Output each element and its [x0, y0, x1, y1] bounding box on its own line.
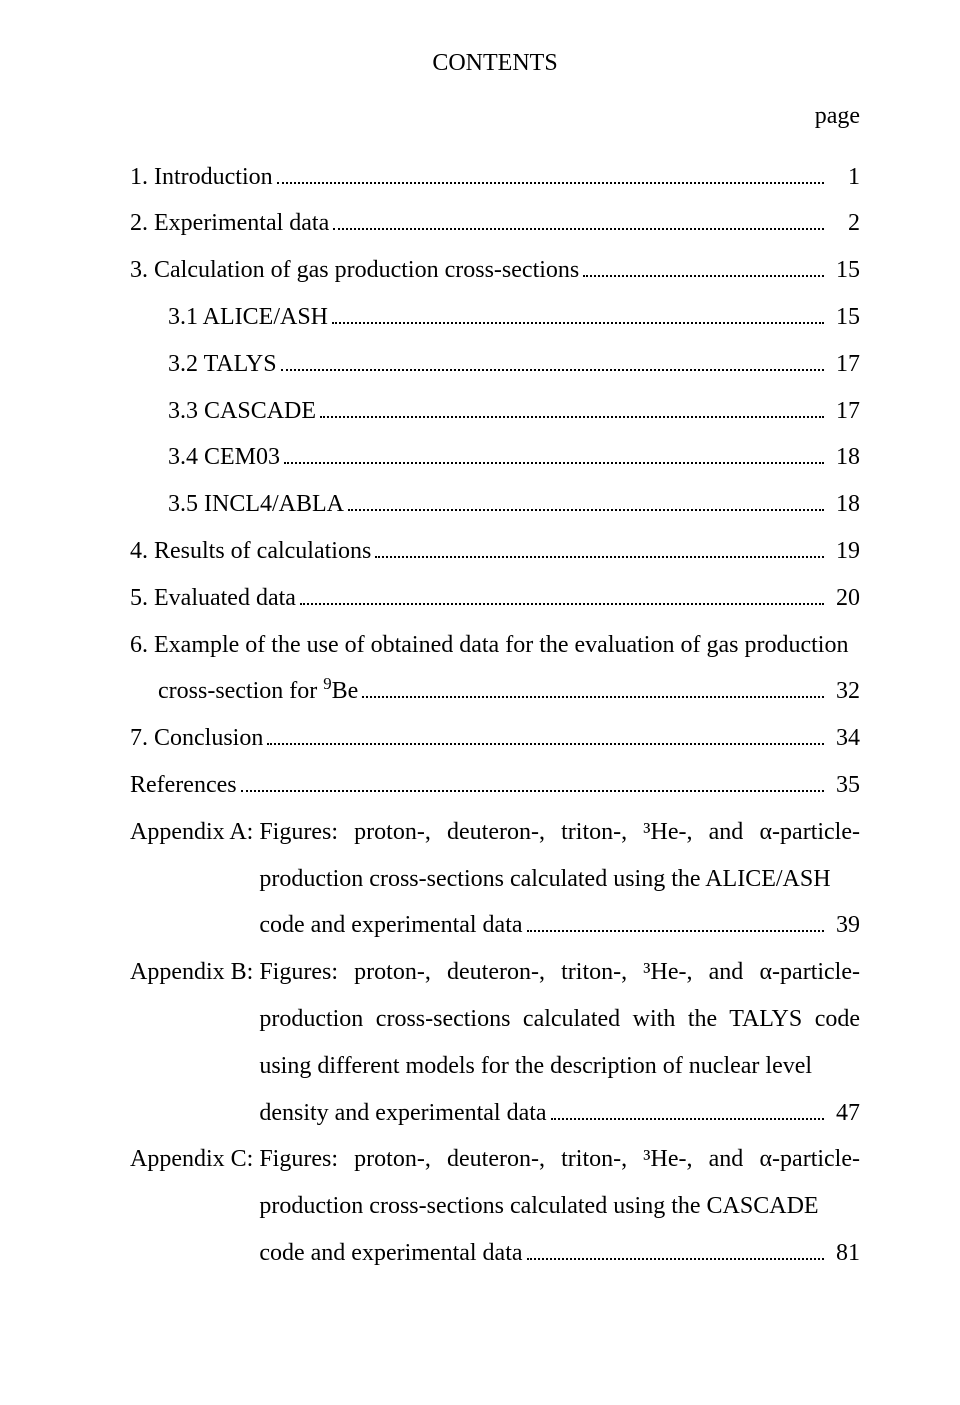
appendix-body-text: Figures: proton-, deuteron-, triton-, ³H…	[259, 959, 860, 1079]
appendix-body-text: Figures: proton-, deuteron-, triton-, ³H…	[259, 819, 860, 892]
toc-entry-appendix-a: Appendix A: Figures: proton-, deuteron-,…	[130, 809, 860, 949]
toc-entry-experimental-data: 2. Experimental data 2	[130, 200, 860, 247]
appendix-last-line: code and experimental data	[259, 902, 522, 949]
toc-page-number: 17	[828, 341, 860, 388]
toc-entry-evaluated-data: 5. Evaluated data 20	[130, 575, 860, 622]
toc-label: References	[130, 762, 237, 809]
toc-entry-talys: 3.2 TALYS 17	[130, 341, 860, 388]
toc-entry-references: References 35	[130, 762, 860, 809]
leader-dots	[332, 300, 824, 324]
toc-page-number: 17	[828, 388, 860, 435]
toc-label: 3.2 TALYS	[168, 341, 277, 388]
toc-page-number: 19	[828, 528, 860, 575]
toc-label: 3.1 ALICE/ASH	[168, 294, 328, 341]
leader-dots	[320, 394, 824, 418]
toc-page-number: 47	[828, 1090, 860, 1137]
leader-dots	[284, 441, 824, 465]
toc-page-number: 18	[828, 434, 860, 481]
toc-entry-cascade: 3.3 CASCADE 17	[130, 388, 860, 435]
toc-page-number: 2	[828, 200, 860, 247]
appendix-prefix: Appendix B:	[130, 949, 259, 996]
leader-dots	[281, 347, 824, 371]
leader-dots	[375, 534, 824, 558]
appendix-body-text: Figures: proton-, deuteron-, triton-, ³H…	[259, 1146, 860, 1219]
leader-dots	[362, 675, 824, 699]
page-title: CONTENTS	[130, 40, 860, 87]
toc-label-line2: cross-section for 9Be	[158, 668, 358, 715]
toc-entry-conclusion: 7. Conclusion 34	[130, 715, 860, 762]
toc-label: 2. Experimental data	[130, 200, 329, 247]
toc-label: 3.4 CEM03	[168, 434, 280, 481]
toc-label: 3.5 INCL4/ABLA	[168, 481, 344, 528]
appendix-last-line: density and experimental data	[259, 1090, 546, 1137]
leader-dots	[267, 722, 824, 746]
toc-entry-results: 4. Results of calculations 19	[130, 528, 860, 575]
toc-label: 3.3 CASCADE	[168, 388, 316, 435]
toc-page-number: 1	[828, 154, 860, 201]
toc-entry-alice-ash: 3.1 ALICE/ASH 15	[130, 294, 860, 341]
toc-page-number: 15	[828, 247, 860, 294]
contents-page: CONTENTS page 1. Introduction 1 2. Exper…	[0, 0, 960, 1405]
leader-dots	[333, 207, 824, 231]
leader-dots	[300, 581, 824, 605]
toc-page-number: 15	[828, 294, 860, 341]
leader-dots	[527, 1236, 824, 1260]
page-column-label: page	[130, 93, 860, 140]
toc-entry-incl4-abla: 3.5 INCL4/ABLA 18	[130, 481, 860, 528]
toc-page-number: 32	[828, 668, 860, 715]
leader-dots	[527, 909, 824, 933]
toc-page-number: 35	[828, 762, 860, 809]
toc-label: 3. Calculation of gas production cross-s…	[130, 247, 579, 294]
appendix-last-line: code and experimental data	[259, 1230, 522, 1277]
toc-entry-appendix-b: Appendix B: Figures: proton-, deuteron-,…	[130, 949, 860, 1136]
toc-entry-appendix-c: Appendix C: Figures: proton-, deuteron-,…	[130, 1136, 860, 1276]
toc-page-number: 39	[828, 902, 860, 949]
toc-entry-cem03: 3.4 CEM03 18	[130, 434, 860, 481]
toc-entry-introduction: 1. Introduction 1	[130, 154, 860, 201]
leader-dots	[348, 488, 824, 512]
toc-page-number: 81	[828, 1230, 860, 1277]
leader-dots	[241, 768, 824, 792]
appendix-prefix: Appendix A:	[130, 809, 259, 856]
toc-page-number: 34	[828, 715, 860, 762]
toc-page-number: 20	[828, 575, 860, 622]
toc-label: 7. Conclusion	[130, 715, 263, 762]
toc-label: 4. Results of calculations	[130, 528, 371, 575]
toc-label: 1. Introduction	[130, 154, 273, 201]
leader-dots	[277, 160, 824, 184]
leader-dots	[551, 1096, 824, 1120]
toc-label-line1: 6. Example of the use of obtained data f…	[130, 622, 860, 669]
leader-dots	[583, 254, 824, 278]
appendix-prefix: Appendix C:	[130, 1136, 259, 1183]
toc-label: 5. Evaluated data	[130, 575, 296, 622]
toc-page-number: 18	[828, 481, 860, 528]
toc-entry-example: 6. Example of the use of obtained data f…	[130, 622, 860, 716]
toc-entry-calculation: 3. Calculation of gas production cross-s…	[130, 247, 860, 294]
